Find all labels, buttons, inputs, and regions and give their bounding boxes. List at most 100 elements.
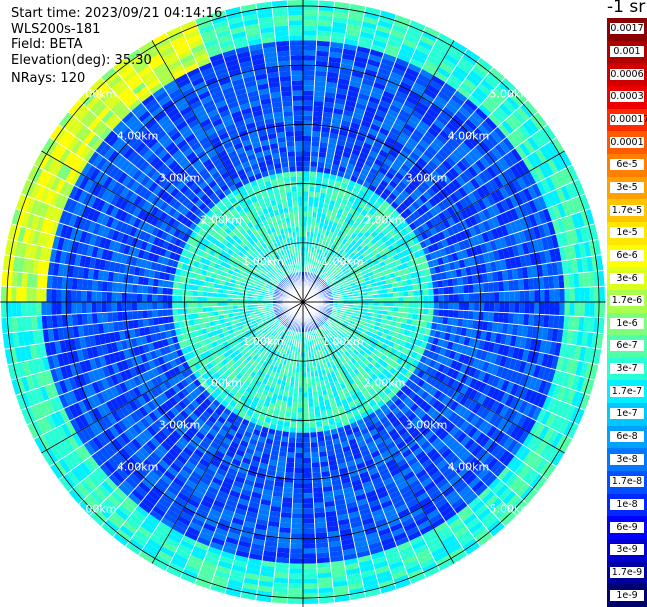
range-bin (424, 416, 434, 427)
range-bin (353, 430, 363, 439)
range-bin (241, 457, 252, 465)
range-bin (566, 259, 574, 275)
range-bin (411, 53, 427, 65)
range-bin (400, 550, 416, 561)
range-bin (315, 258, 320, 265)
range-bin (451, 133, 464, 146)
range-bin (471, 444, 483, 457)
range-bin (431, 170, 442, 181)
range-bin (319, 326, 324, 332)
range-bin (408, 296, 414, 302)
range-bin (250, 337, 257, 344)
range-bin (427, 281, 434, 289)
range-bin (393, 19, 410, 30)
range-bin (476, 233, 485, 245)
range-bin (357, 41, 373, 50)
range-bin (290, 533, 303, 539)
range-bin (185, 367, 194, 377)
range-bin (290, 330, 294, 336)
range-bin (413, 49, 429, 60)
range-bin (385, 43, 401, 53)
range-bin (407, 169, 418, 179)
range-bin (565, 230, 574, 246)
range-bin (159, 392, 169, 403)
range-bin (311, 131, 321, 137)
range-bin (569, 406, 581, 423)
range-bin (349, 337, 356, 344)
range-bin (426, 145, 438, 157)
range-bin (376, 104, 389, 114)
range-bin (402, 198, 412, 208)
range-bin (438, 62, 454, 75)
range-bin (427, 173, 438, 185)
range-bin (172, 416, 182, 427)
range-bin (364, 176, 374, 185)
range-bin (280, 441, 289, 448)
range-bin (315, 269, 319, 276)
range-bin (358, 36, 374, 45)
range-bin (182, 483, 195, 494)
range-bin (443, 262, 451, 272)
range-bin (436, 354, 444, 364)
range-bin (295, 442, 303, 448)
range-bin (108, 425, 120, 439)
range-bin (523, 313, 530, 326)
range-bin (396, 52, 412, 63)
range-bin (279, 384, 286, 391)
range-bin (383, 158, 394, 167)
range-bin (580, 226, 589, 243)
range-bin (478, 292, 485, 302)
range-bin (478, 171, 489, 185)
range-bin (151, 397, 161, 409)
range-bin (166, 466, 179, 478)
range-bin (259, 431, 268, 439)
range-bin (137, 384, 147, 396)
range-bin (499, 404, 510, 418)
range-bin (169, 528, 185, 540)
range-bin (182, 506, 196, 518)
range-bin (327, 142, 337, 150)
range-bin (481, 231, 490, 243)
range-bin (549, 414, 561, 430)
range-bin (330, 31, 346, 39)
range-bin (401, 280, 408, 287)
range-bin (521, 242, 530, 255)
range-bin (345, 271, 351, 277)
range-bin (504, 196, 515, 210)
range-bin (150, 377, 160, 388)
range-bin (100, 522, 117, 537)
range-bin (406, 438, 418, 449)
range-bin (596, 254, 604, 271)
range-bin (529, 302, 535, 315)
range-bin (283, 321, 289, 327)
range-bin (553, 315, 560, 329)
range-bin (259, 503, 271, 511)
range-bin (529, 252, 537, 266)
range-bin (470, 460, 483, 473)
range-bin (478, 140, 491, 154)
range-bin (318, 587, 334, 594)
range-bin (563, 274, 570, 289)
range-bin (237, 444, 248, 453)
range-bin (146, 400, 157, 412)
range-bin (338, 242, 345, 250)
range-bin (422, 190, 433, 201)
range-bin (236, 352, 244, 360)
range-bin (377, 67, 392, 77)
range-bin (276, 420, 285, 427)
range-bin (289, 427, 297, 433)
range-bin (233, 339, 240, 346)
range-bin (240, 331, 247, 338)
range-bin (269, 328, 275, 335)
range-bin (235, 449, 246, 458)
range-bin (271, 360, 277, 367)
range-bin (332, 159, 341, 166)
range-bin (143, 517, 158, 530)
range-bin (417, 553, 434, 565)
range-bin (523, 99, 538, 116)
range-bin (454, 232, 463, 243)
range-bin (432, 194, 442, 205)
range-bin (450, 359, 459, 370)
range-bin (382, 90, 396, 100)
range-bin (527, 363, 537, 377)
